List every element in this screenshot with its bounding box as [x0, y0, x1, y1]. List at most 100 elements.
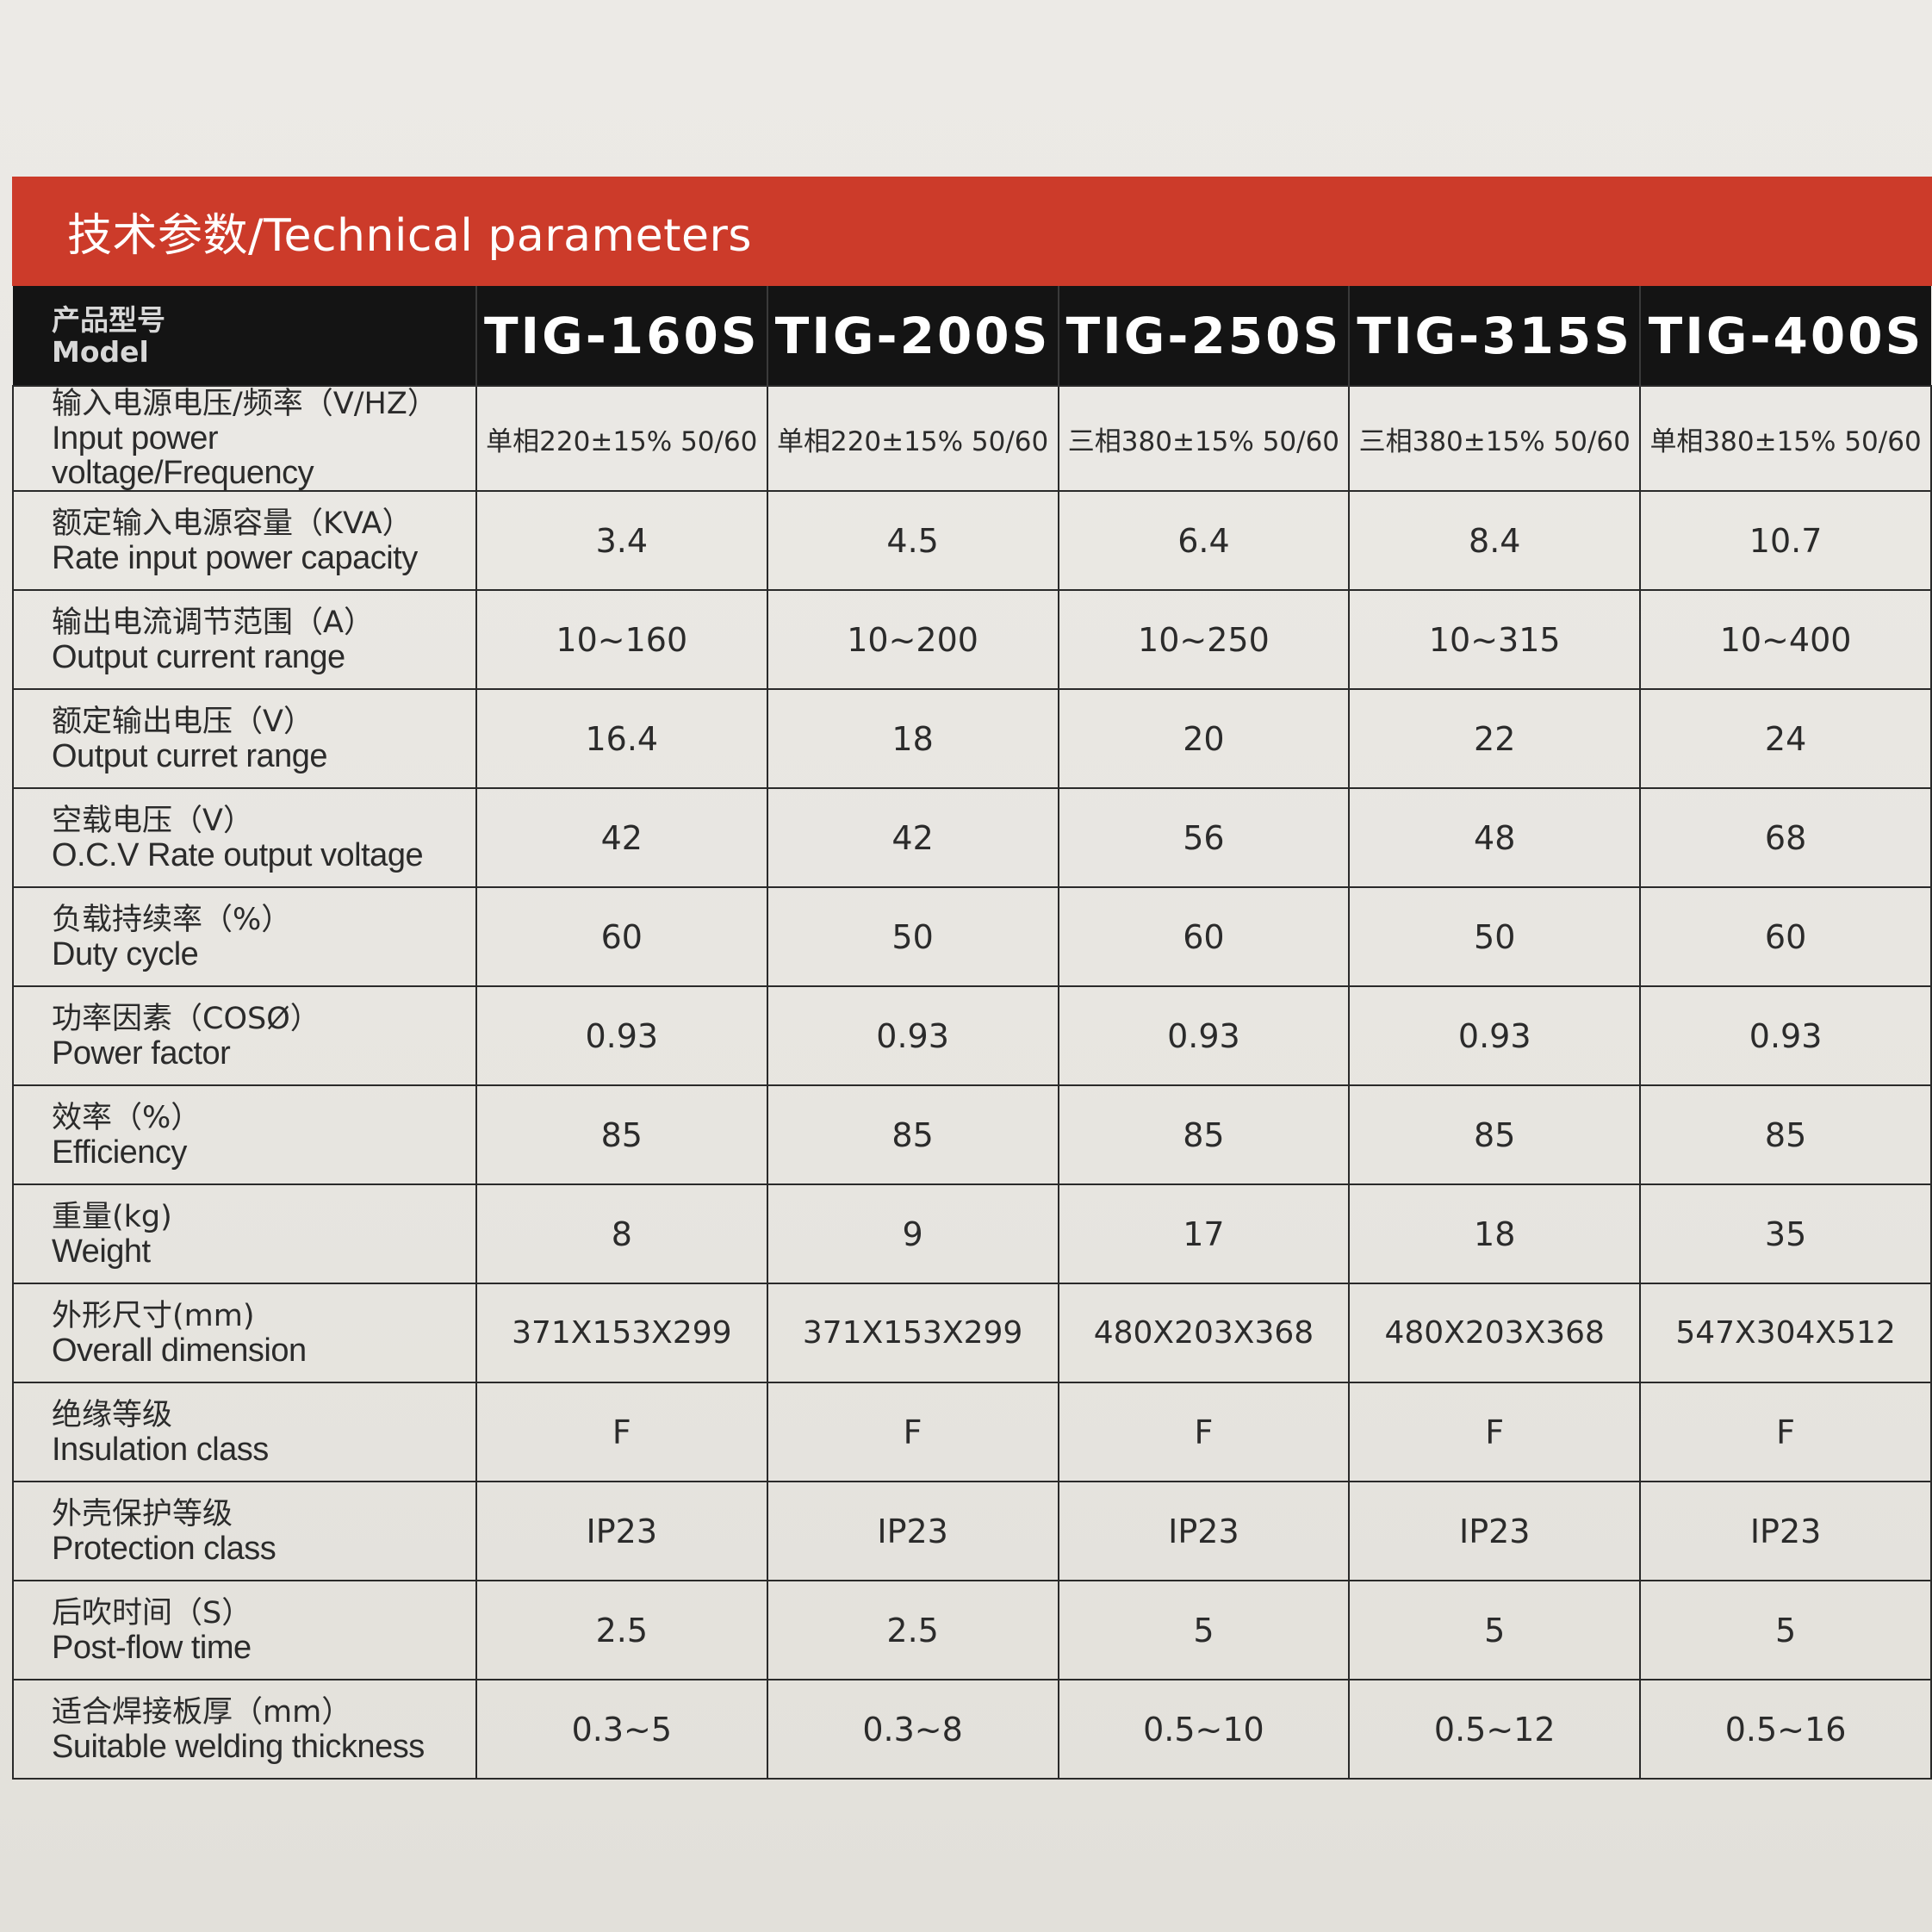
value-cell: 单相220±15% 50/60 [766, 385, 1059, 492]
parameter-name-en: Suitable welding thickness [52, 1728, 425, 1765]
parameter-name-zh: 外壳保护等级 [52, 1496, 233, 1531]
table-row: 功率因素（COSØ） Power factor 0.93 0.93 0.93 0.93 0.… [12, 985, 1932, 1086]
table-row: 空载电压（V） O.C.V Rate output voltage 42 42 56 48… [12, 787, 1932, 888]
table-row: 适合焊接板厚（mm） Suitable welding thickness 0.3~… [12, 1679, 1932, 1780]
value-cell: 3.4 [475, 490, 768, 591]
value-cell: 16.4 [475, 688, 768, 789]
value-cell: 5 [1639, 1580, 1932, 1680]
table-row: 外壳保护等级 Protection class IP23 IP23 IP23 IP23 IP… [12, 1481, 1932, 1581]
value-cell: 9 [766, 1183, 1059, 1284]
parameter-name-cell: 功率因素（COSØ） Power factor [12, 985, 477, 1086]
parameter-name-cell: 后吹时间（S） Post-flow time [12, 1580, 477, 1680]
value-cell: 10~315 [1348, 589, 1642, 690]
parameter-name-zh: 额定输入电源容量（KVA） [52, 506, 413, 541]
value-cell: 371X153X299 [475, 1283, 768, 1383]
value-cell: IP23 [475, 1481, 768, 1581]
parameter-name-en: Insulation class [52, 1431, 269, 1468]
model-header: TIG-160S [475, 286, 768, 386]
value-cell: 0.5~12 [1348, 1679, 1642, 1780]
value-cell: 42 [475, 787, 768, 888]
parameter-name-cell: 外形尺寸(mm) Overall dimension [12, 1283, 477, 1383]
value-cell: 0.93 [475, 985, 768, 1086]
parameter-name-en: Overall dimension [52, 1332, 307, 1369]
value-cell: 10~400 [1639, 589, 1932, 690]
parameter-name-zh: 绝缘等级 [52, 1397, 173, 1432]
value-cell: 0.93 [1057, 985, 1351, 1086]
table-row: 额定输出电压（V） Output curret range 16.4 18 20 22 24 [12, 688, 1932, 789]
value-cell: 547X304X512 [1639, 1283, 1932, 1383]
value-cell: 0.3~5 [475, 1679, 768, 1780]
value-cell: IP23 [1348, 1481, 1642, 1581]
parameter-name-cell: 额定输入电源容量（KVA） Rate input power capacity [12, 490, 477, 591]
value-cell: 0.5~16 [1639, 1679, 1932, 1780]
value-cell: IP23 [1057, 1481, 1351, 1581]
parameter-name-en: Output curret range [52, 737, 328, 774]
value-cell: 6.4 [1057, 490, 1351, 591]
parameter-name-en: Duty cycle [52, 935, 199, 972]
value-cell: F [475, 1382, 768, 1482]
value-cell: 24 [1639, 688, 1932, 789]
value-cell: 4.5 [766, 490, 1059, 591]
value-cell: 85 [766, 1084, 1059, 1185]
model-header: TIG-200S [767, 286, 1059, 386]
parameter-name-zh: 输入电源电压/频率（V/HZ） [52, 387, 438, 421]
value-cell: 68 [1639, 787, 1932, 888]
table-row: 后吹时间（S） Post-flow time 2.5 2.5 5 5 5 [12, 1580, 1932, 1680]
value-cell: 10~200 [766, 589, 1059, 690]
table-row: 额定输入电源容量（KVA） Rate input power capacity 3.… [12, 490, 1932, 591]
value-cell: IP23 [1639, 1481, 1932, 1581]
value-cell: 56 [1057, 787, 1351, 888]
value-cell: 85 [1057, 1084, 1351, 1185]
value-cell: 17 [1057, 1183, 1351, 1284]
value-cell: 480X203X368 [1057, 1283, 1351, 1383]
value-cell: 10~160 [475, 589, 768, 690]
title-bar: 技术参数/Technical parameters [12, 177, 1932, 286]
parameter-name-zh: 负载持续率（%） [52, 902, 292, 937]
parameter-name-zh: 重量(kg) [52, 1199, 172, 1234]
value-cell: 18 [1348, 1183, 1642, 1284]
value-cell: 5 [1057, 1580, 1351, 1680]
value-cell: F [1348, 1382, 1642, 1482]
value-cell: 60 [1639, 886, 1932, 987]
parameter-name-cell: 输入电源电压/频率（V/HZ） Input power voltage/Frequ… [12, 385, 477, 492]
spec-sheet: 技术参数/Technical parameters 产品型号 Model TIG… [12, 177, 1932, 1780]
parameter-name-en: Weight [52, 1233, 151, 1270]
parameter-name-zh: 适合焊接板厚（mm） [52, 1694, 352, 1730]
value-cell: 0.3~8 [766, 1679, 1059, 1780]
table-row: 输出电流调节范围（A） Output current range 10~160 10~… [12, 589, 1932, 690]
parameter-name-zh: 输出电流调节范围（A） [52, 605, 374, 640]
value-cell: 单相220±15% 50/60 [475, 385, 768, 492]
parameter-name-cell: 适合焊接板厚（mm） Suitable welding thickness [12, 1679, 477, 1780]
value-cell: F [766, 1382, 1059, 1482]
value-cell: 60 [1057, 886, 1351, 987]
table-row: 效率（%） Efficiency 85 85 85 85 85 [12, 1084, 1932, 1185]
parameter-name-en: Post-flow time [52, 1629, 252, 1666]
table-row: 输入电源电压/频率（V/HZ） Input power voltage/Frequ… [12, 385, 1932, 492]
parameter-name-zh: 外形尺寸(mm) [52, 1298, 255, 1333]
table-row: 外形尺寸(mm) Overall dimension 371X153X299 371X… [12, 1283, 1932, 1383]
parameter-name-zh: 后吹时间（S） [52, 1595, 252, 1631]
value-cell: 50 [766, 886, 1059, 987]
parameter-name-en: Output current range [52, 638, 345, 675]
parameter-name-cell: 效率（%） Efficiency [12, 1084, 477, 1185]
parameter-name-cell: 空载电压（V） O.C.V Rate output voltage [12, 787, 477, 888]
parameter-name-zh: 空载电压（V） [52, 803, 253, 838]
value-cell: 22 [1348, 688, 1642, 789]
value-cell: 20 [1057, 688, 1351, 789]
value-cell: F [1057, 1382, 1351, 1482]
value-cell: 5 [1348, 1580, 1642, 1680]
table-header-row: 产品型号 Model TIG-160S TIG-200S TIG-250S TI… [13, 286, 1931, 386]
value-cell: F [1639, 1382, 1932, 1482]
model-header: TIG-315S [1349, 286, 1642, 386]
value-cell: 85 [1639, 1084, 1932, 1185]
value-cell: 8 [475, 1183, 768, 1284]
value-cell: 2.5 [475, 1580, 768, 1680]
parameter-name-cell: 绝缘等级 Insulation class [12, 1382, 477, 1482]
parameter-name-cell: 输出电流调节范围（A） Output current range [12, 589, 477, 690]
value-cell: 0.93 [1639, 985, 1932, 1086]
value-cell: 三相380±15% 50/60 [1348, 385, 1642, 492]
parameter-name-zh: 效率（%） [52, 1100, 202, 1135]
value-cell: 35 [1639, 1183, 1932, 1284]
value-cell: 三相380±15% 50/60 [1057, 385, 1351, 492]
